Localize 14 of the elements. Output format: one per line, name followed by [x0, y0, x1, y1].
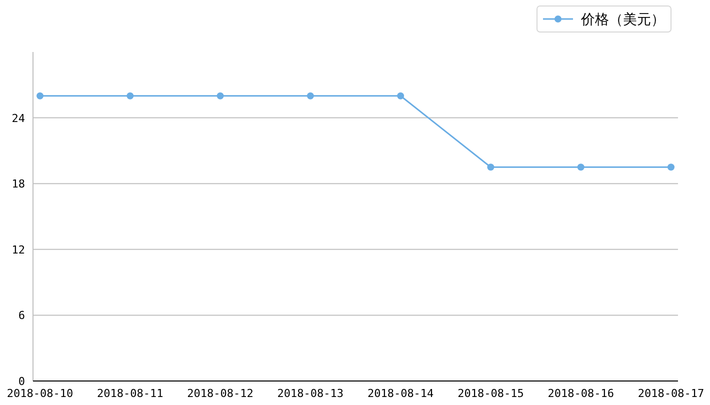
y-tick-label: 18 — [12, 178, 25, 191]
y-tick-label: 12 — [12, 243, 25, 256]
y-tick-label: 0 — [18, 375, 25, 388]
legend-label: 价格（美元） — [580, 12, 665, 28]
x-tick-label: 2018-08-15 — [458, 387, 524, 400]
y-tick-label: 6 — [18, 309, 25, 322]
x-tick-label: 2018-08-16 — [548, 387, 614, 400]
x-tick-label: 2018-08-14 — [367, 387, 434, 400]
x-tick-label: 2018-08-13 — [277, 387, 344, 400]
x-tick-label: 2018-08-17 — [638, 387, 704, 400]
x-tick-label: 2018-08-10 — [6, 387, 74, 400]
x-tick-label: 2018-08-12 — [187, 387, 254, 400]
y-tick-label: 24 — [12, 112, 26, 125]
x-tick-label: 2018-08-11 — [97, 387, 164, 400]
